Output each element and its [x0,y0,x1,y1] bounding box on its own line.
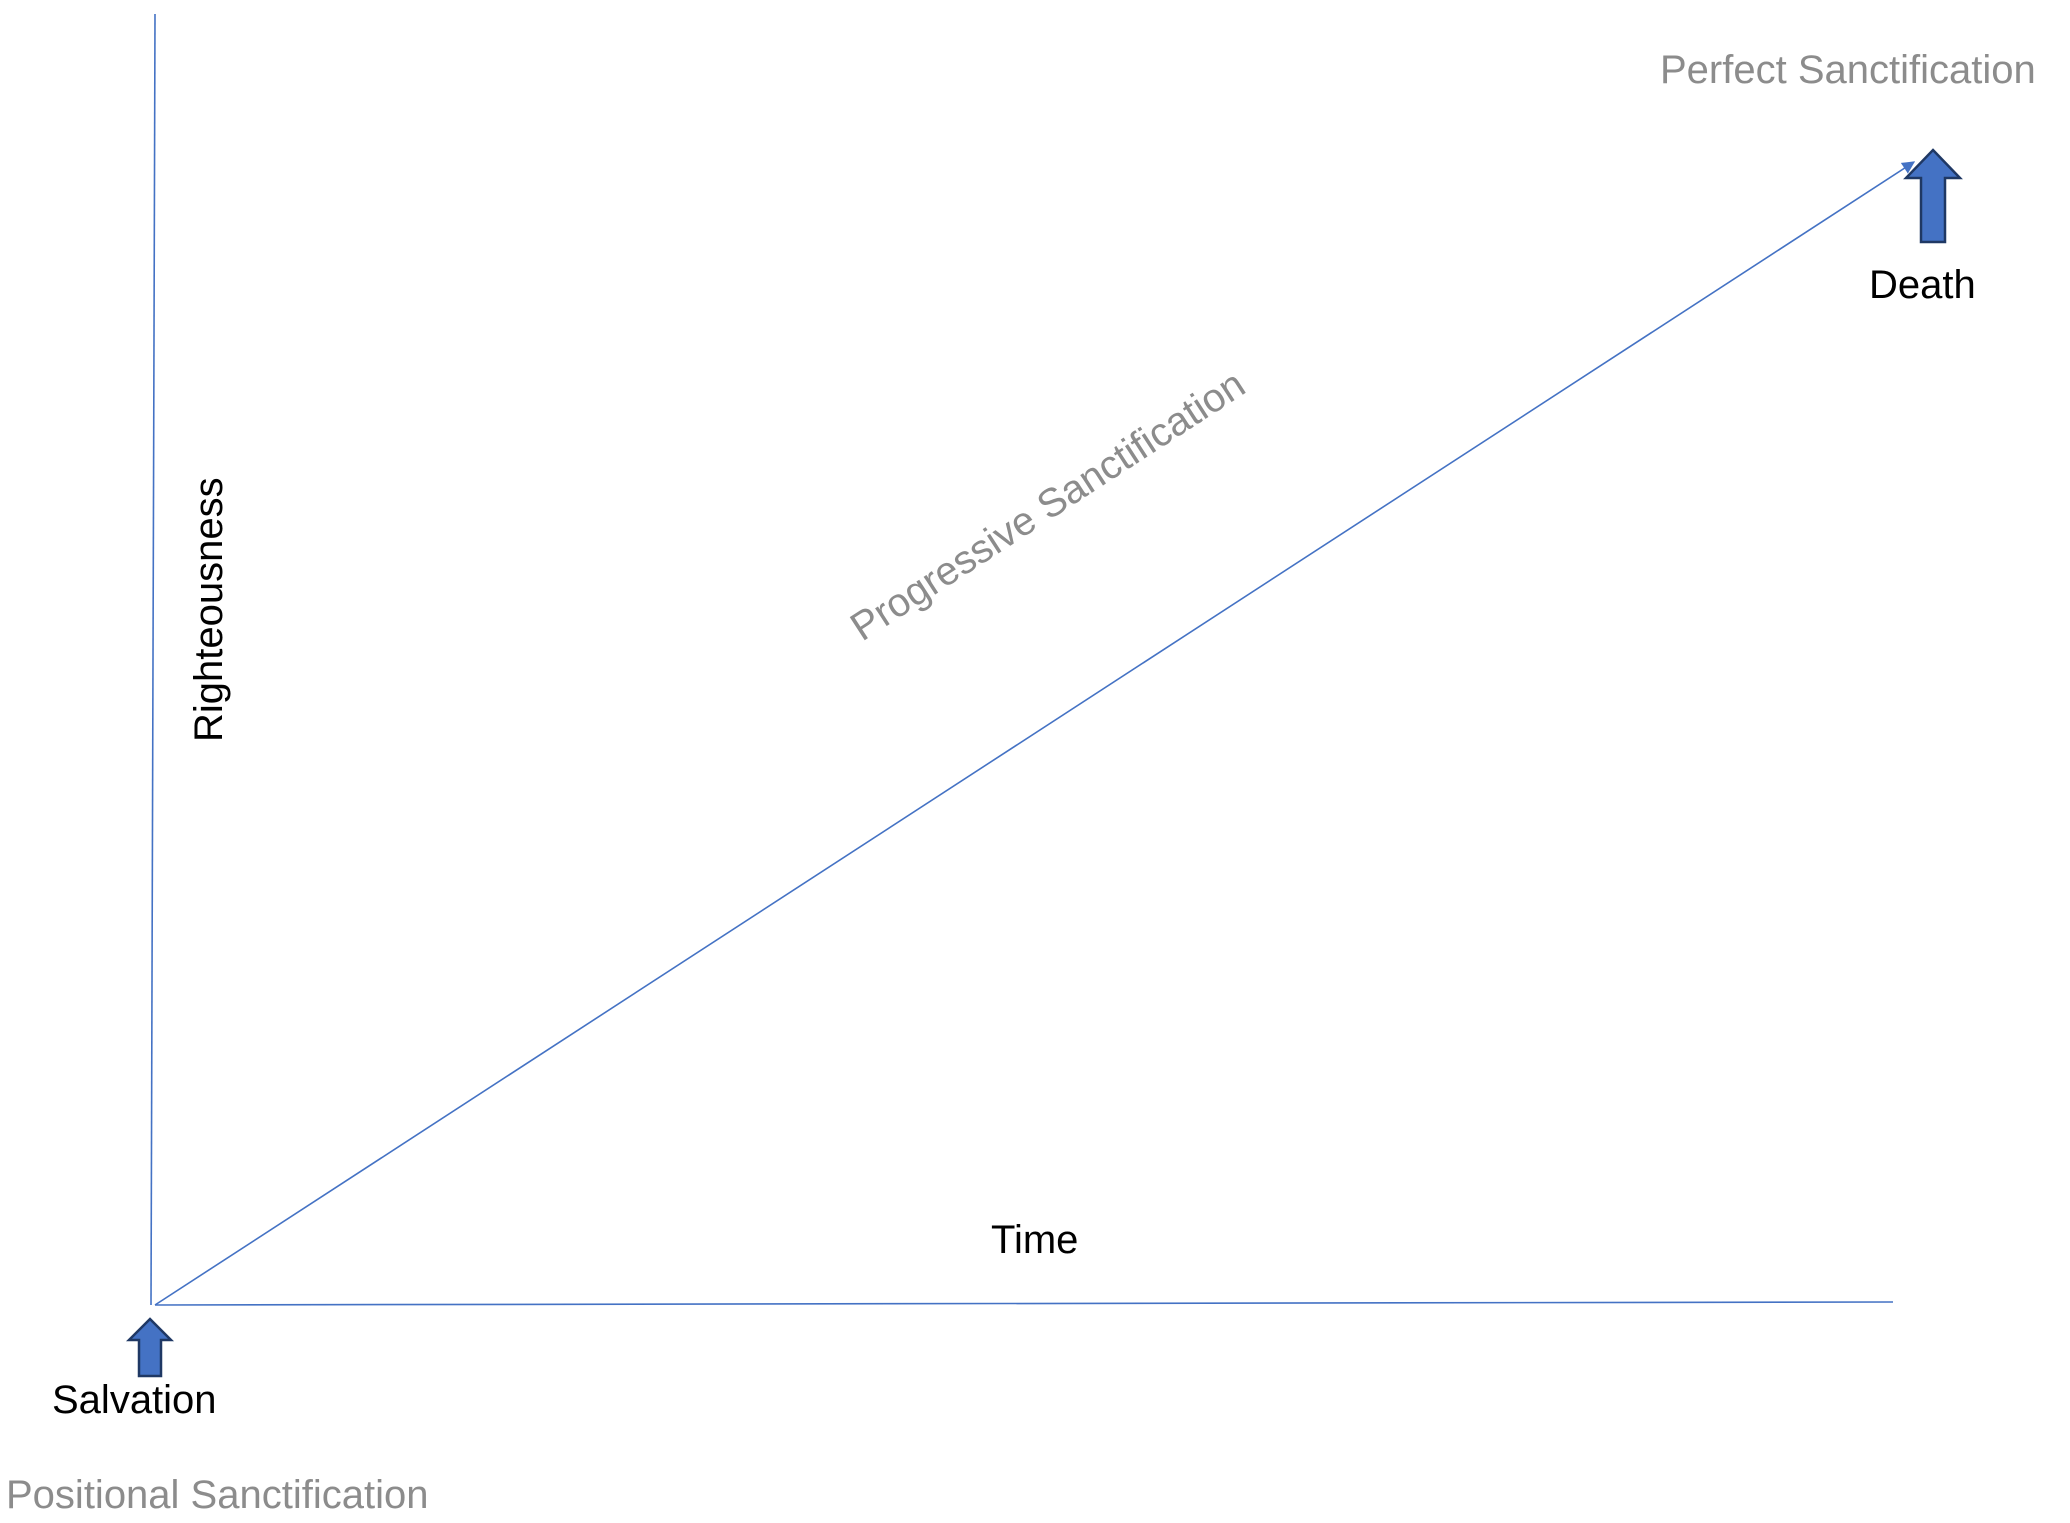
righteousness-axis [150,13,156,1306]
perfect-sanctification-label: Perfect Sanctification [1660,48,2036,92]
progressive-sanctification-label: Progressive Sanctification [843,362,1253,650]
salvation-label: Salvation [52,1378,217,1422]
salvation-up-arrow-icon [125,1317,175,1378]
death-label: Death [1869,263,1976,307]
positional-sanctification-label: Positional Sanctification [6,1473,428,1517]
righteousness-axis-label: Righteousness [187,477,231,742]
progression-line [154,161,1916,1306]
death-up-arrow-icon [1903,148,1963,244]
time-axis [154,1301,1894,1306]
time-axis-label: Time [991,1218,1078,1262]
